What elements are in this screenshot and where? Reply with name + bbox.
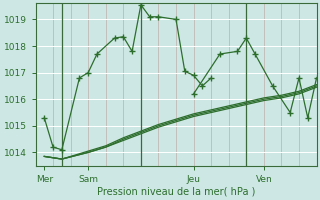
X-axis label: Pression niveau de la mer( hPa ): Pression niveau de la mer( hPa ) xyxy=(97,187,255,197)
